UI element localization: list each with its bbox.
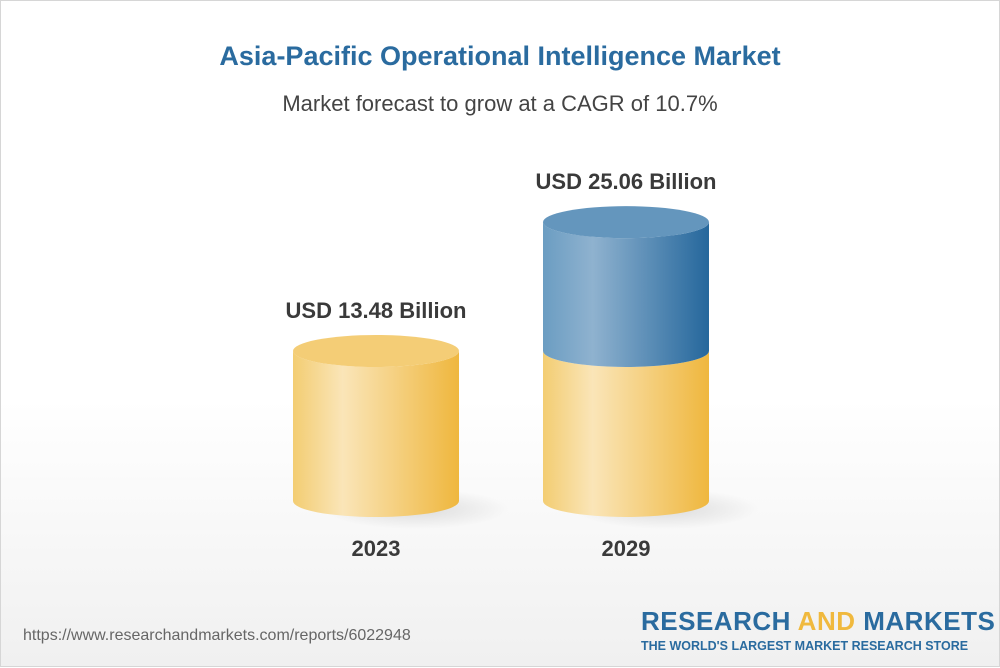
category-label: 2023 (352, 536, 401, 561)
data-label: USD 13.48 Billion (286, 298, 467, 323)
cylinder-base-segment (293, 351, 459, 517)
category-label: 2029 (602, 536, 651, 561)
data-label: USD 25.06 Billion (536, 169, 717, 194)
cylinder-top (293, 335, 459, 367)
source-url[interactable]: https://www.researchandmarkets.com/repor… (23, 627, 411, 644)
cylinder-base-segment (543, 351, 709, 517)
cylinder-top (543, 206, 709, 239)
chart-title: Asia-Pacific Operational Intelligence Ma… (219, 41, 781, 71)
cylinder-growth-segment (543, 222, 709, 367)
chart-subtitle: Market forecast to grow at a CAGR of 10.… (282, 91, 718, 116)
research-and-markets-logo: RESEARCH AND MARKETS THE WORLD'S LARGEST… (641, 606, 996, 653)
